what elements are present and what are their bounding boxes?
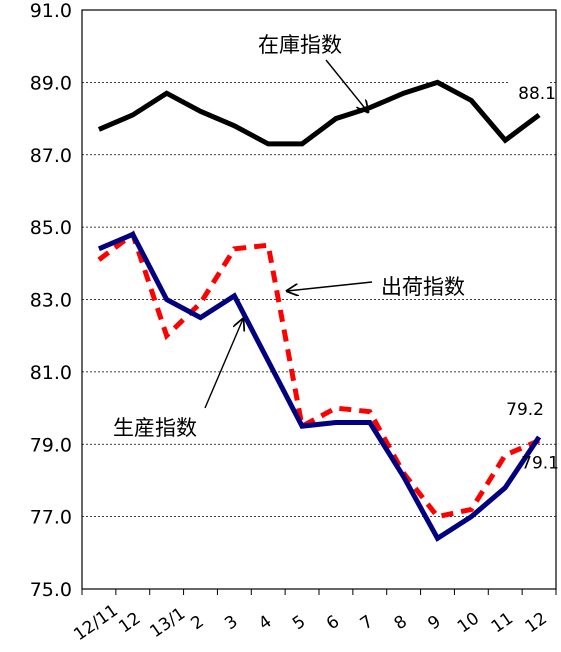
y-axis-tick-labels: 75.0 77.0 79.0 81.0 83.0 85.0 87.0 89.0 91.0 <box>30 0 72 601</box>
x-tick-label: 7 <box>357 612 377 635</box>
x-tick-label: 6 <box>323 612 343 635</box>
y-tick-label: 81.0 <box>30 362 72 384</box>
y-tick-label: 91.0 <box>30 0 72 22</box>
x-tick-label: 5 <box>289 612 309 635</box>
x-tick-label: 3 <box>221 612 241 635</box>
series-line-1 <box>97 230 541 520</box>
end-value-label: 79.1 <box>521 454 559 474</box>
y-tick-label: 89.0 <box>30 72 72 94</box>
x-tick-label: 8 <box>391 612 411 635</box>
x-tick-label: 10 <box>454 609 483 638</box>
x-tick-label: 13/1 <box>146 604 189 642</box>
grid-lines <box>82 81 556 518</box>
x-tick-label: 12 <box>115 609 144 638</box>
x-tick-label: 12 <box>522 609 551 638</box>
x-tick-label: 2 <box>187 612 207 635</box>
x-tick-label: 9 <box>424 612 444 635</box>
end-label-bg <box>509 81 550 104</box>
annotation-label: 出荷指数 <box>381 275 465 299</box>
y-tick-label: 83.0 <box>30 290 72 312</box>
annotation-arrow <box>287 281 373 291</box>
x-tick-label: 4 <box>255 612 275 635</box>
annotation-label: 生産指数 <box>113 416 197 440</box>
x-tick-label: 11 <box>488 609 517 638</box>
annotation-arrow <box>325 59 368 112</box>
series-line-2 <box>97 231 542 542</box>
series-line-0 <box>97 79 541 147</box>
series-layer <box>97 79 542 542</box>
end-value-label: 88.1 <box>518 84 556 104</box>
end-value-label: 79.2 <box>506 400 544 420</box>
x-tick-label: 12/11 <box>70 601 122 645</box>
end-value-labels: 88.1 79.1 79.2 <box>506 81 559 474</box>
y-tick-label: 77.0 <box>30 507 72 529</box>
y-tick-label: 75.0 <box>30 579 72 601</box>
y-tick-label: 87.0 <box>30 145 72 167</box>
annotation-label: 在庫指数 <box>258 33 342 57</box>
y-tick-label: 79.0 <box>30 434 72 456</box>
y-tick-label: 85.0 <box>30 217 72 239</box>
annotation-arrow <box>204 319 243 409</box>
